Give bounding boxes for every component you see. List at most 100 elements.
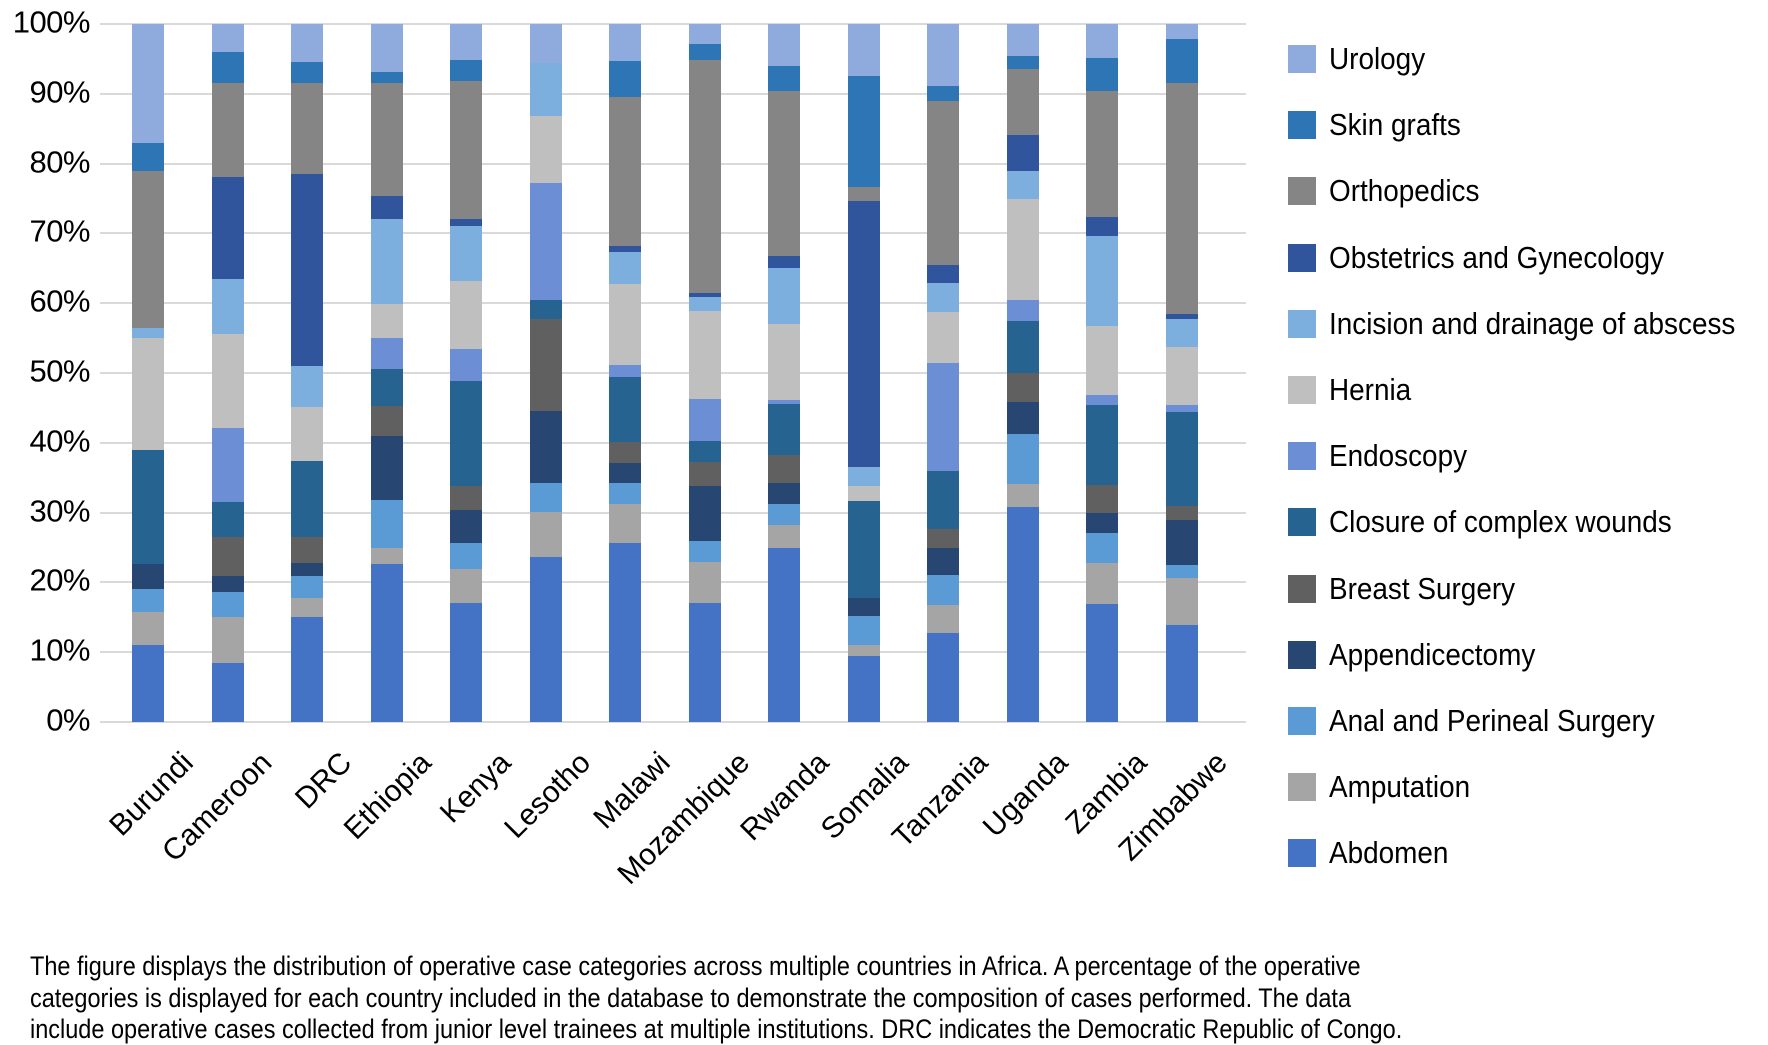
segment-mozambique-endoscopy [688, 398, 721, 442]
segment-lesotho-breast-surgery [529, 318, 562, 412]
segment-zambia-appendicectomy [1086, 512, 1119, 533]
segment-kenya-abdomen [450, 603, 483, 722]
legend-item-breast-surgery: Breast Surgery [1288, 571, 1536, 607]
segment-uganda-abdomen [1006, 507, 1039, 722]
segment-tanzania-anal-and-perineal-surgery [927, 575, 960, 605]
segment-tanzania-amputation [927, 604, 960, 633]
legend-item-incision-and-drainage-of-abscess: Incision and drainage of abscess [1288, 306, 1768, 342]
segment-zimbabwe-orthopedics [1166, 82, 1199, 314]
segment-mozambique-abdomen [688, 603, 721, 722]
segment-malawi-urology [609, 24, 642, 62]
segment-ethiopia-abdomen [370, 564, 403, 722]
segment-uganda-incision-and-drainage-of-abscess [1006, 170, 1039, 199]
gridline-30% [100, 511, 1246, 514]
segment-zambia-obstetrics-and-gynecology [1086, 216, 1119, 237]
segment-tanzania-closure-of-complex-wounds [927, 470, 960, 530]
segment-malawi-anal-and-perineal-surgery [609, 482, 642, 504]
segment-uganda-obstetrics-and-gynecology [1006, 135, 1039, 171]
legend-label: Breast Surgery [1329, 570, 1516, 606]
segment-zambia-breast-surgery [1086, 484, 1119, 513]
legend-item-skin-grafts: Skin grafts [1288, 107, 1475, 143]
segment-somalia-orthopedics [847, 187, 880, 201]
segment-zimbabwe-abdomen [1166, 624, 1199, 722]
legend-swatch-icon [1288, 309, 1316, 338]
segment-rwanda-abdomen [768, 548, 801, 722]
gridline-60% [100, 302, 1246, 305]
bar-malawi [609, 24, 642, 722]
segment-drc-abdomen [291, 617, 324, 722]
segment-zimbabwe-obstetrics-and-gynecology [1166, 313, 1199, 319]
bar-lesotho [529, 24, 562, 722]
x-label-ethiopia: Ethiopia [337, 746, 438, 847]
segment-rwanda-hernia [768, 324, 801, 400]
bar-drc [291, 24, 324, 722]
y-tick-70%: 70% [29, 213, 90, 249]
segment-zimbabwe-urology [1166, 24, 1199, 39]
segment-drc-urology [291, 24, 324, 63]
segment-cameroon-skin-grafts [211, 51, 244, 84]
segment-zambia-amputation [1086, 562, 1119, 605]
legend-label: Obstetrics and Gynecology [1329, 239, 1664, 275]
segment-burundi-anal-and-perineal-surgery [132, 588, 164, 612]
segment-zambia-urology [1086, 24, 1119, 59]
segment-kenya-skin-grafts [450, 59, 483, 82]
legend-item-hernia: Hernia [1288, 372, 1420, 408]
segment-zambia-incision-and-drainage-of-abscess [1086, 236, 1119, 326]
y-tick-60%: 60% [29, 283, 90, 319]
segment-mozambique-anal-and-perineal-surgery [688, 541, 721, 563]
segment-burundi-urology [132, 24, 164, 143]
segment-uganda-urology [1006, 24, 1039, 57]
segment-mozambique-obstetrics-and-gynecology [688, 293, 721, 297]
segment-kenya-appendicectomy [450, 510, 483, 543]
gridline-40% [100, 441, 1246, 444]
segment-cameroon-urology [211, 24, 244, 52]
y-tick-100%: 100% [12, 4, 91, 40]
legend-item-obstetrics-and-gynecology: Obstetrics and Gynecology [1288, 240, 1701, 276]
segment-uganda-orthopedics [1006, 68, 1039, 136]
segment-rwanda-amputation [768, 525, 801, 549]
segment-drc-orthopedics [291, 83, 324, 175]
bar-burundi [132, 24, 164, 722]
segment-mozambique-amputation [688, 562, 721, 604]
caption-line-3: include operative cases collected from j… [30, 1014, 1403, 1044]
segment-ethiopia-hernia [370, 303, 403, 338]
segment-tanzania-abdomen [927, 632, 960, 722]
segment-burundi-hernia [132, 338, 164, 450]
segment-malawi-breast-surgery [609, 442, 642, 464]
gridline-20% [100, 581, 1246, 584]
segment-mozambique-orthopedics [688, 60, 721, 294]
segment-lesotho-closure-of-complex-wounds [529, 300, 562, 319]
segment-drc-incision-and-drainage-of-abscess [291, 366, 324, 407]
y-tick-10%: 10% [29, 632, 90, 668]
y-tick-40%: 40% [29, 423, 90, 459]
segment-zambia-orthopedics [1086, 91, 1119, 217]
segment-mozambique-hernia [688, 311, 721, 399]
segment-malawi-abdomen [609, 542, 642, 722]
segment-zimbabwe-endoscopy [1166, 405, 1199, 413]
segment-lesotho-anal-and-perineal-surgery [529, 482, 562, 512]
bar-ethiopia [370, 24, 403, 722]
segment-ethiopia-obstetrics-and-gynecology [370, 195, 403, 220]
legend-label: Urology [1329, 41, 1426, 76]
segment-cameroon-appendicectomy [211, 575, 244, 593]
segment-tanzania-urology [927, 24, 960, 87]
segment-rwanda-endoscopy [768, 399, 801, 405]
segment-uganda-closure-of-complex-wounds [1006, 320, 1039, 374]
segment-zimbabwe-skin-grafts [1166, 38, 1199, 83]
bar-kenya [450, 24, 483, 722]
segment-lesotho-amputation [529, 511, 562, 557]
segment-ethiopia-appendicectomy [370, 436, 403, 501]
segment-malawi-obstetrics-and-gynecology [609, 246, 642, 253]
legend-swatch-icon [1288, 707, 1316, 735]
segment-zambia-skin-grafts [1086, 58, 1119, 92]
legend-label: Hernia [1329, 372, 1412, 407]
segment-tanzania-hernia [927, 311, 960, 363]
segment-lesotho-incision-and-drainage-of-abscess [529, 63, 562, 117]
segment-tanzania-appendicectomy [927, 548, 960, 576]
segment-cameroon-hernia [211, 334, 244, 429]
bar-tanzania [927, 24, 960, 722]
legend-label: Closure of complex wounds [1329, 504, 1672, 540]
segment-zimbabwe-appendicectomy [1166, 520, 1199, 565]
bar-mozambique [688, 24, 721, 722]
